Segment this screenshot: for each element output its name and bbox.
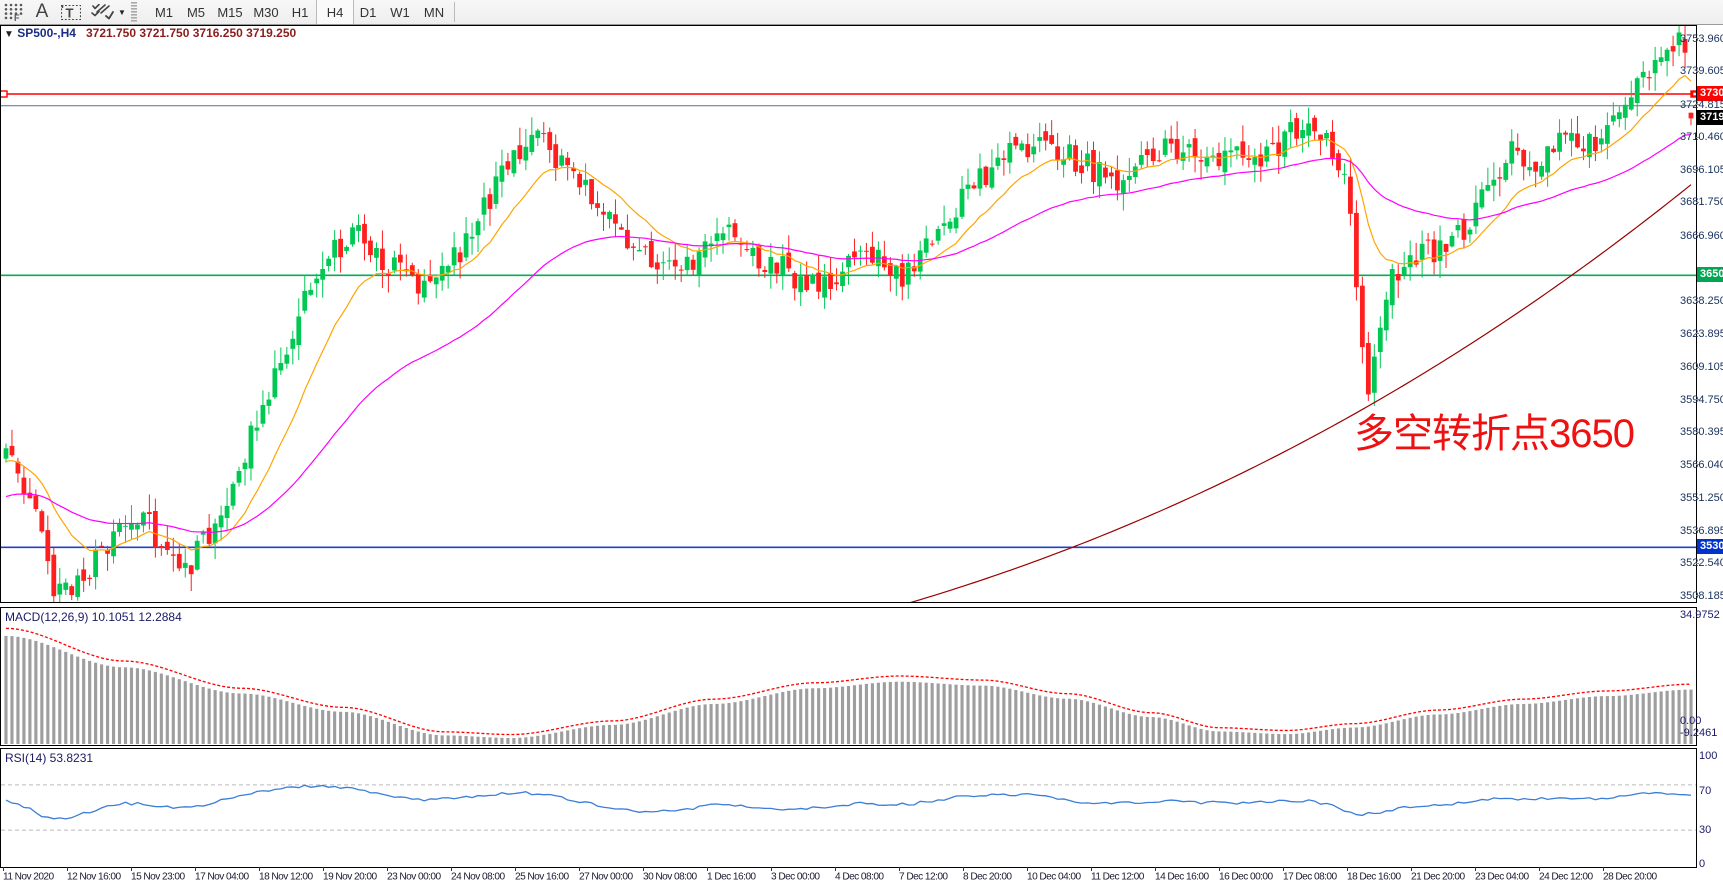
svg-text:F: F	[14, 13, 20, 21]
svg-text:T: T	[66, 5, 74, 20]
